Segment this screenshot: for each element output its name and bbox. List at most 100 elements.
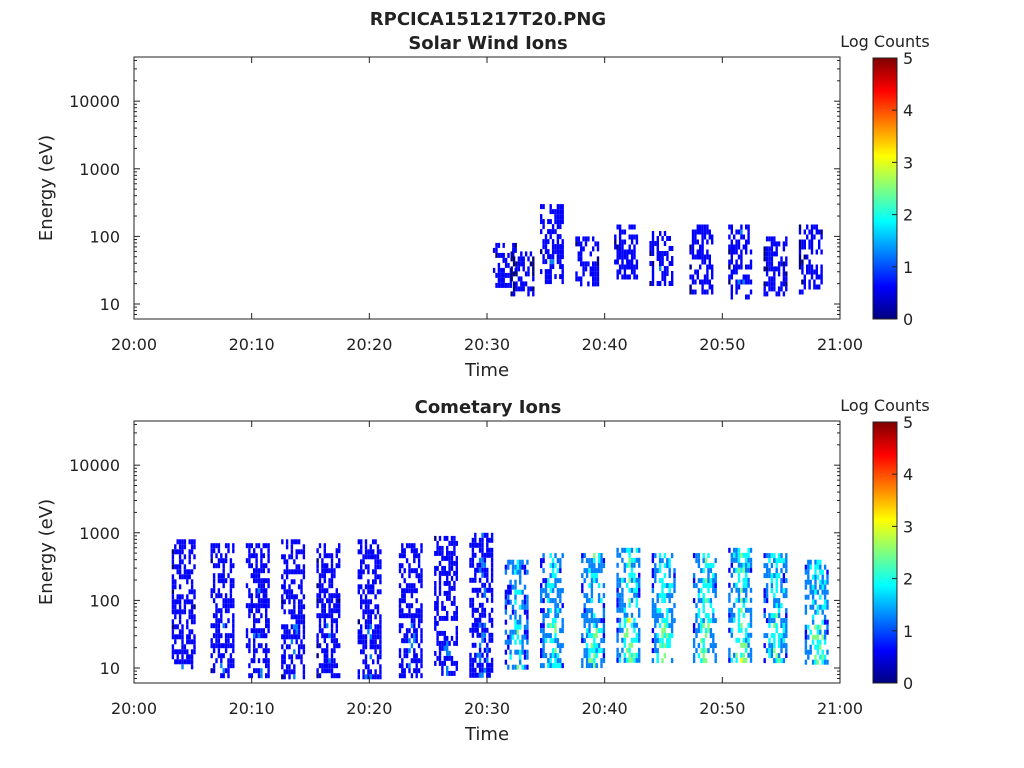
solar-wind-ions-cell <box>510 291 513 297</box>
cometary-ions-cell <box>735 587 738 593</box>
solar-wind-ions-cell <box>798 244 802 250</box>
cometary-ions-cell <box>661 588 664 594</box>
cometary-ions-cell <box>176 594 179 600</box>
solar-wind-ions-cell <box>663 276 667 281</box>
cometary-ions-cell <box>281 574 284 580</box>
cometary-ions-cell <box>807 579 810 585</box>
cometary-ions-cell <box>178 609 182 615</box>
cometary-ions-cell <box>188 639 191 645</box>
cometary-ions-cell <box>281 604 284 610</box>
cometary-ions-cell <box>826 629 829 635</box>
cometary-ions-cell <box>626 617 629 623</box>
cometary-ions-cell <box>777 653 781 659</box>
cometary-ions-cell <box>360 594 363 600</box>
cometary-ions-cell <box>283 589 286 595</box>
cometary-ions-cell <box>401 553 404 559</box>
cometary-ions-cell <box>446 555 449 561</box>
solar-wind-ions-cell <box>589 271 592 277</box>
cometary-ions-cell <box>174 564 177 570</box>
solar-wind-ions-cell <box>524 251 528 257</box>
cometary-ions-cell <box>333 673 336 679</box>
cometary-ions-cell <box>474 537 477 543</box>
cometary-ions-cell <box>188 599 191 605</box>
solar-wind-ions-cell <box>522 261 525 267</box>
solar-wind-ions-cell <box>703 259 707 265</box>
cometary-ions-cell <box>628 597 631 603</box>
solar-wind-ions-cell <box>689 264 692 270</box>
cometary-ions-cell <box>590 563 594 569</box>
cometary-ions-cell <box>633 627 636 633</box>
cometary-ions-cell <box>811 659 815 665</box>
cometary-ions-cell <box>618 552 622 558</box>
cometary-ions-cell <box>210 548 213 554</box>
cometary-ions-cell <box>469 597 472 603</box>
solar-wind-ions-cell <box>711 239 714 245</box>
cometary-ions-cell <box>338 543 341 549</box>
solar-wind-ions-cell <box>730 249 733 255</box>
cometary-ions-cell <box>323 663 326 669</box>
cometary-ions-cell <box>448 570 451 576</box>
cometary-ions-cell <box>777 613 781 619</box>
solar-wind-ions-cell <box>733 249 736 255</box>
cometary-ions-cell <box>455 565 458 571</box>
cometary-ions-cell <box>516 629 519 635</box>
cometary-ions-cell <box>227 543 230 549</box>
cometary-ions-cell <box>323 588 326 594</box>
cometary-ions-cell <box>438 535 442 541</box>
solar-wind-ions-cell <box>497 267 501 273</box>
cometary-ions-cell <box>413 548 416 554</box>
cometary-ions-cell <box>707 563 710 569</box>
cometary-ions-cell <box>763 598 766 604</box>
cometary-ions-cell <box>316 558 319 564</box>
solar-wind-ions-cell <box>596 261 600 267</box>
cometary-ions-cell <box>398 603 402 609</box>
solar-wind-ions-cell <box>691 274 695 280</box>
cometary-ions-cell <box>666 618 669 624</box>
cometary-ions-cell <box>590 558 594 564</box>
cometary-ions-cell <box>290 669 294 675</box>
cometary-ions-cell <box>403 593 406 599</box>
cometary-ions-cell <box>330 663 334 669</box>
cometary-ions-cell <box>544 593 548 599</box>
cometary-ions-cell <box>360 564 363 570</box>
cometary-ions-cell <box>229 563 233 569</box>
cometary-ions-cell <box>453 600 456 606</box>
cometary-ions-cell <box>747 552 750 558</box>
cometary-ions-cell <box>171 564 175 570</box>
cometary-ions-cell <box>369 549 372 555</box>
cometary-ions-cell <box>260 613 263 619</box>
cometary-ions-cell <box>215 608 218 614</box>
cometary-ions-cell <box>583 653 586 659</box>
cometary-ions-cell <box>257 668 261 674</box>
cometary-ions-cell <box>785 613 788 619</box>
cometary-ions-cell <box>616 552 619 558</box>
solar-wind-ions-cell <box>502 257 505 263</box>
solar-wind-ions-cell <box>801 259 804 265</box>
solar-wind-ions-cell <box>773 276 776 282</box>
cometary-ions-cell <box>559 648 562 654</box>
cometary-ions-cell <box>488 617 491 623</box>
cometary-ions-cell <box>401 543 404 549</box>
cometary-ions-cell <box>401 673 404 679</box>
solar-wind-ions-cell <box>587 261 590 267</box>
cometary-ions-cell <box>450 655 454 661</box>
cometary-ions-cell <box>768 638 771 644</box>
cometary-ions-cell <box>656 648 659 654</box>
cometary-ions-cell <box>288 634 291 640</box>
cometary-ions-y-tick-label: 10 <box>100 659 120 678</box>
cometary-ions-cell <box>217 548 221 554</box>
cometary-ions-cell <box>628 642 631 648</box>
cometary-ions-cell <box>453 585 456 591</box>
cometary-ions-cell <box>638 592 641 598</box>
cometary-ions-cell <box>181 539 184 545</box>
cometary-ions-cell <box>585 618 589 624</box>
cometary-ions-cell <box>666 613 669 619</box>
solar-wind-ions-cell <box>699 254 702 260</box>
solar-wind-ions-x-tick-label: 20:10 <box>229 335 275 354</box>
cometary-ions-cell <box>434 625 437 631</box>
cometary-ions-cell <box>490 552 494 558</box>
cometary-ions-cell <box>519 614 522 620</box>
solar-wind-ions-cell <box>594 266 597 272</box>
cometary-ions-cell <box>265 653 268 659</box>
cometary-ions-cell <box>174 584 177 590</box>
